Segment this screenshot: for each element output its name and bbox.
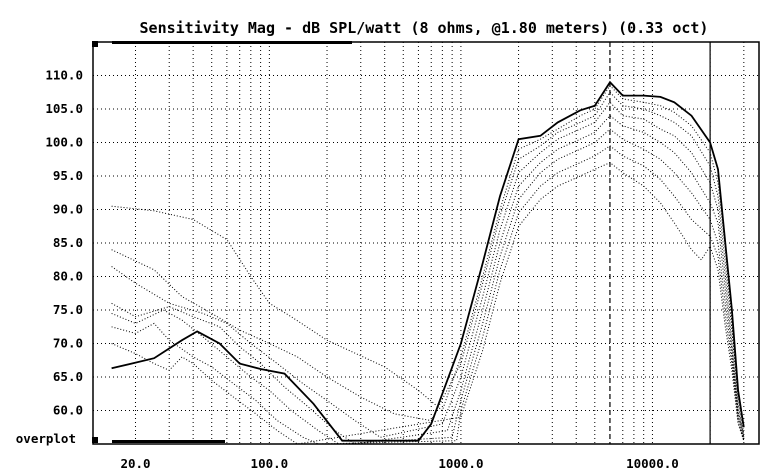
x-tick-label: 20.0 [120,456,150,471]
response-trace-overlay [111,91,745,438]
y-axis-ticks: 110.0 105.0 100.0 95.0 90.0 85.0 80.0 75.0 70.0 6… [45,68,83,418]
x-axis-ticks: 20.0 100.0 1000.0 10000.0 [120,456,678,471]
y-tick-label: 95.0 [53,168,83,183]
response-trace-overlay [111,128,745,444]
y-tick-label: 65.0 [53,369,83,384]
overplot-bar [112,440,225,443]
y-tick-label: 110.0 [45,68,83,83]
response-trace-overlay [111,162,745,444]
plot-frame [92,41,760,445]
series-layer [111,80,745,444]
frame-corner-mark-bottom [92,437,98,443]
y-tick-label: 85.0 [53,235,83,250]
y-tick-label: 90.0 [53,202,83,217]
grid-layer [93,42,759,444]
y-tick-label: 75.0 [53,302,83,317]
y-tick-label: 105.0 [45,101,83,116]
chart-title: Sensitivity Mag - dB SPL/watt (8 ohms, @… [140,19,709,37]
y-tick-label: 70.0 [53,336,83,351]
x-tick-label: 1000.0 [438,456,483,471]
title-underline-bar [112,41,352,44]
response-trace-overlay [111,115,745,444]
marker-layer [609,42,711,444]
response-trace-overlay [111,84,745,434]
x-tick-label: 100.0 [251,456,289,471]
x-tick-label: 10000.0 [626,456,679,471]
decor-layer [92,41,352,443]
overplot-label: overplot [16,431,76,446]
y-tick-label: 80.0 [53,269,83,284]
frame-corner-mark-top [92,41,98,47]
response-trace-overlay [111,145,745,444]
y-tick-label: 100.0 [45,135,83,150]
response-trace-main [111,80,745,442]
y-tick-label: 60.0 [53,403,83,418]
